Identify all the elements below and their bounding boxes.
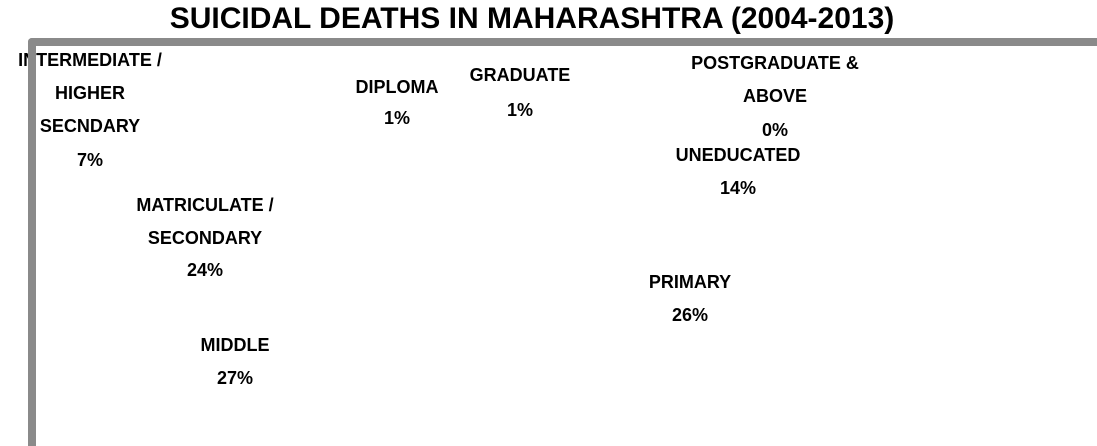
pie-slice: [480, 80, 596, 230]
value-label: 0%: [761, 120, 789, 140]
value-label: 27%: [216, 368, 254, 388]
slice-label: GRADUATE: [469, 65, 571, 85]
chart-title: SUICIDAL DEATHS IN MAHARASHTRA (2004-201…: [169, 2, 895, 35]
pie-slice: [329, 103, 480, 303]
value-label: 1%: [506, 100, 534, 120]
slice-label: INTERMEDIATE / HIGHER SECNDARY: [18, 50, 162, 136]
slice-label: UNEDUCATED: [675, 145, 801, 165]
value-label: 24%: [186, 260, 224, 280]
value-label: 1%: [383, 108, 411, 128]
pie-slice: [399, 81, 480, 230]
chart-frame: [28, 38, 1097, 446]
value-label: 14%: [719, 178, 757, 198]
slice-label: POSTGRADUATE & ABOVE: [691, 53, 859, 106]
value-label: 7%: [76, 150, 104, 170]
slice-label: MATRICULATE / SECONDARY: [136, 195, 274, 248]
slice-label: DIPLOMA: [355, 77, 439, 97]
chart: [0, 0, 1097, 410]
pie-slice: [470, 80, 480, 230]
slice-label: PRIMARY: [648, 272, 732, 292]
pie-slice: [461, 80, 480, 230]
pie-slice: [480, 134, 630, 352]
pie-slice: [348, 230, 569, 381]
value-label: 26%: [671, 305, 709, 325]
slice-label: MIDDLE: [200, 335, 270, 355]
